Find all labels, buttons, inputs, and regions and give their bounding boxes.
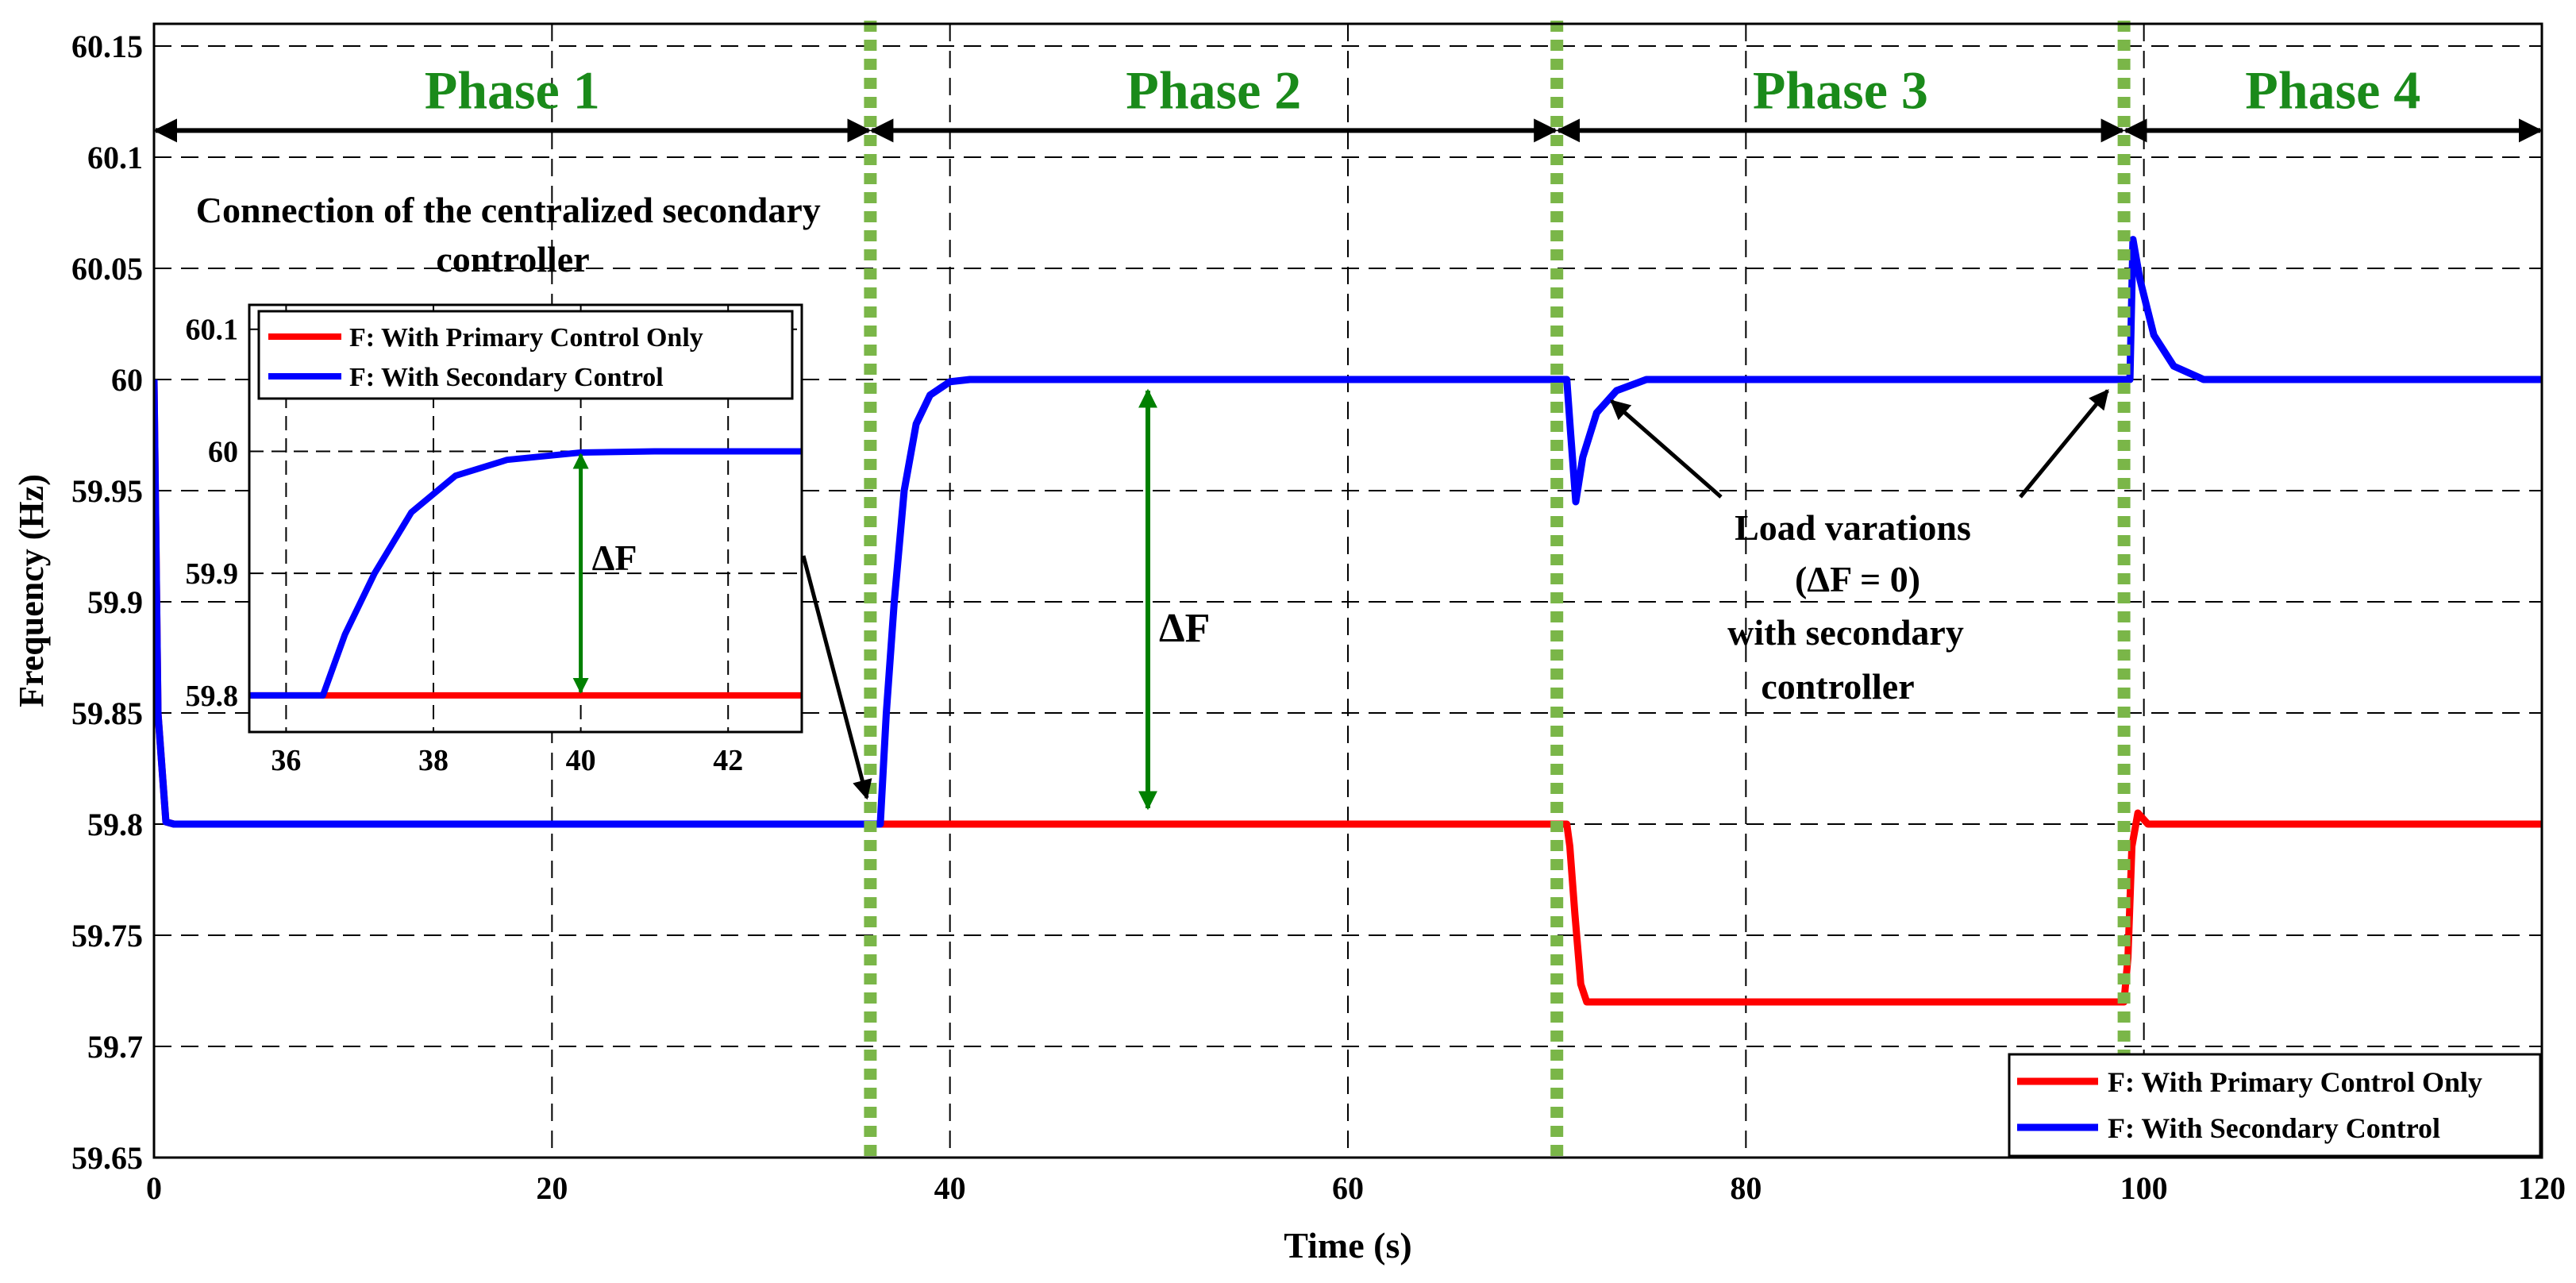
series-line-2 — [154, 236, 2542, 828]
y-tick-labels: 59.65 59.7 59.75 59.8 59.85 59.9 59.95 60 60.05 6… — [71, 29, 143, 1176]
legend-box — [2008, 1053, 2542, 1158]
phase-labels: Phase 1 Phase 2 Phase 3 Phase 4 — [425, 60, 2421, 120]
inset-legend-box — [257, 310, 794, 400]
inset-y-tick-label: 60.1 — [186, 314, 239, 347]
delta-f-label: ΔF — [1159, 606, 1210, 651]
load-variation-line3: with secondary — [1727, 612, 1964, 653]
y-tick-label: 59.9 — [87, 584, 143, 620]
y-tick-label: 59.8 — [87, 807, 143, 842]
phase-label: Phase 1 — [425, 60, 600, 120]
legend-label: F: With Primary Control Only — [2108, 1066, 2482, 1098]
inset-x-tick-label: 42 — [713, 744, 743, 777]
inset-legend-label: F: With Primary Control Only — [349, 323, 703, 353]
inset-x-tick-label: 36 — [271, 744, 301, 777]
x-tick-label: 0 — [146, 1170, 162, 1206]
connection-arrow — [801, 555, 872, 800]
inset-series-line-2 — [249, 448, 802, 699]
y-tick-label: 60.1 — [87, 140, 143, 175]
x-tick-label: 40 — [934, 1170, 966, 1206]
inset-x-tick-label: 40 — [566, 744, 596, 777]
y-tick-label: 60.15 — [71, 29, 143, 64]
x-tick-label: 60 — [1332, 1170, 1364, 1206]
inset-legend-label: F: With Secondary Control — [349, 363, 664, 392]
inset-frame — [248, 303, 803, 734]
y-tick-label: 59.95 — [71, 473, 143, 509]
y-tick-label: 59.85 — [71, 695, 143, 731]
y-tick-label: 59.75 — [71, 918, 143, 954]
phase-label: Phase 2 — [1126, 60, 1301, 120]
inset-y-tick-label: 60 — [208, 435, 238, 468]
inset-y-tick-label: 59.8 — [186, 680, 239, 713]
x-tick-label: 120 — [2518, 1170, 2566, 1206]
x-tick-label: 80 — [1730, 1170, 1762, 1206]
phase-label: Phase 3 — [1753, 60, 1928, 120]
y-tick-label: 60 — [111, 362, 143, 398]
x-axis-label: Time (s) — [1284, 1225, 1411, 1266]
load-variation-annotation: Load varations (ΔF = 0) with secondary c… — [1610, 389, 2109, 707]
y-axis-label: Frequency (Hz) — [12, 474, 51, 707]
plot-frame — [152, 22, 2543, 1159]
y-tick-label: 59.7 — [87, 1029, 143, 1065]
x-tick-label: 100 — [2120, 1170, 2168, 1206]
load-variation-line4: controller — [1761, 666, 1914, 707]
phase-label: Phase 4 — [2245, 60, 2420, 120]
y-tick-label: 60.05 — [71, 251, 143, 287]
load-variation-line1: Load varations — [1735, 507, 1971, 548]
x-tick-label: 20 — [536, 1170, 568, 1206]
x-tick-labels: 0 20 40 60 80 100 120 — [146, 1170, 2566, 1206]
connection-annotation: Connection of the centralized secondary … — [196, 190, 830, 279]
main-legend: F: With Primary Control Only F: With Seco… — [2008, 1053, 2542, 1158]
y-tick-label: 59.65 — [71, 1140, 143, 1176]
series-lines — [154, 236, 2542, 1006]
inset-zoom-chart: 36 38 40 42 59.8 59.9 60 60.1 ΔF F: With Primary … — [186, 303, 803, 777]
inset-y-tick-label: 59.9 — [186, 557, 239, 591]
legend-label: F: With Secondary Control — [2108, 1112, 2440, 1144]
inset-x-tick-label: 38 — [418, 744, 449, 777]
inset-delta-f-label: ΔF — [592, 537, 637, 578]
load-variation-line2: (ΔF = 0) — [1795, 559, 1920, 599]
